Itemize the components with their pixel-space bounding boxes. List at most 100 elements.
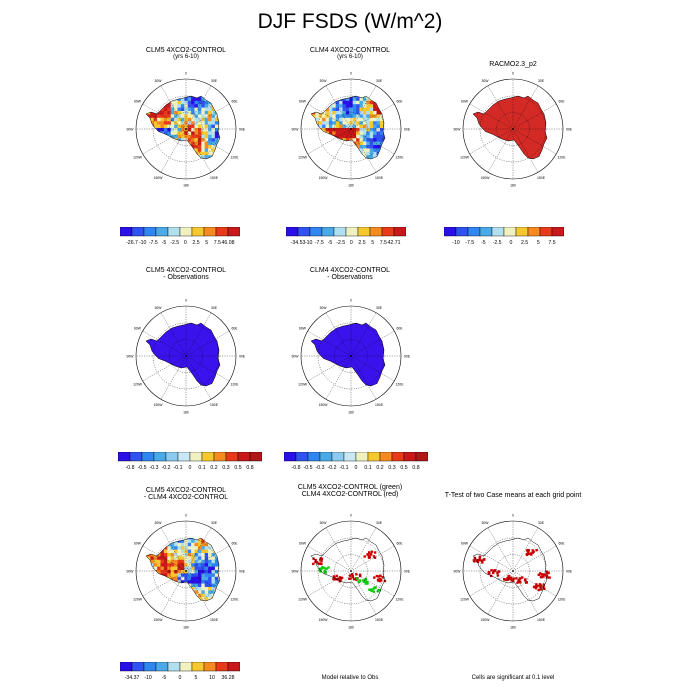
colorbar-tick-label: 0.8 <box>246 465 253 471</box>
longitude-label: 60E <box>231 326 238 330</box>
colorbar-tick-label: -7.5 <box>315 240 324 246</box>
colorbar-tick-label: -10 <box>305 240 313 246</box>
colorbar-tick-label: -0.2 <box>162 465 171 471</box>
colorbar-swatch <box>415 452 428 462</box>
colorbar-swatch <box>333 227 347 237</box>
colorbar-swatch <box>177 452 191 462</box>
title-line-2: - CLM4 4XCO2-CONTROL <box>143 494 229 501</box>
colorbar-swatch <box>118 452 131 462</box>
colorbar-swatch <box>444 227 457 237</box>
longitude-label: 30W <box>155 306 163 310</box>
longitude-label: 30W <box>155 521 163 525</box>
longitude-label: 90E <box>566 127 573 131</box>
colorbar-swatch <box>286 227 299 237</box>
colorbar-swatch <box>143 227 157 237</box>
longitude-label: 60E <box>558 541 565 545</box>
longitude-label: 150W <box>319 403 329 407</box>
title-line-2: CLM4 4XCO2-CONTROL (red) <box>301 491 399 498</box>
colorbar-svg: -26.7 -10 -7.5 -5 -2.5 0 2.5 5 7.5 46.08 <box>120 227 240 246</box>
longitude-label: 120W <box>133 155 143 159</box>
colorbar-swatch <box>201 452 215 462</box>
colorbar-swatch <box>167 662 181 672</box>
map-model-vs-obs: 0 30E 60E 90E 120E 150E 180 150W 120W 90W 60W 30W <box>290 510 412 632</box>
title-line-2: - Observations <box>163 274 209 281</box>
colorbar-swatch <box>225 452 239 462</box>
longitude-label: 150W <box>319 176 329 180</box>
longitude-label: 180 <box>183 625 189 629</box>
longitude-label: 150W <box>481 176 491 180</box>
colorbar-swatch <box>319 452 333 462</box>
colorbar-tick-label: -34.37 <box>125 675 140 681</box>
colorbar-swatch <box>503 227 517 237</box>
map-clm5-minus-control: 0 30E 60E 90E 120E 150E 180 150W 120W 90W 60W 30W <box>125 68 247 190</box>
colorbar-svg: -34.37 -10 -5 0 5 10 36.28 <box>120 662 240 681</box>
polar-map: 0 30E 60E 90E 120E 150E 180 150W 120W 90W 60W 30W <box>454 71 573 187</box>
colorbar-swatch <box>179 227 193 237</box>
longitude-label: 150E <box>210 618 219 622</box>
longitude-label: 120E <box>396 597 405 601</box>
longitude-label: 60E <box>396 326 403 330</box>
panel-title-model-vs-obs: CLM5 4XCO2-CONTROL (green) CLM4 4XCO2-CO… <box>275 484 425 498</box>
polar-map: 0 30E 60E 90E 120E 150E 180 150W 120W 90W 60W 30W <box>127 71 246 187</box>
longitude-label: 60W <box>461 541 469 545</box>
colorbar-swatch <box>284 452 297 462</box>
colorbar-tick-label: -5 <box>481 240 486 246</box>
longitude-label: 60E <box>558 99 565 103</box>
longitude-label: 60W <box>461 99 469 103</box>
title-line-1: CLM5 4XCO2-CONTROL (green) <box>297 484 403 491</box>
colorbar-swatch <box>227 662 240 672</box>
colorbar-swatch <box>379 452 393 462</box>
colorbar-tick-label: 46.08 <box>222 240 235 246</box>
longitude-label: 120W <box>133 382 143 386</box>
longitude-label: 60W <box>134 326 142 330</box>
colorbar-tick-label: 0 <box>355 465 358 471</box>
longitude-label: 30E <box>538 79 545 83</box>
longitude-label: 150W <box>154 618 164 622</box>
colorbar-tick-label: -0.3 <box>316 465 325 471</box>
colorbar-swatch <box>167 227 181 237</box>
panel-title-clm4-minus-control: CLM4 4XCO2-CONTROL (yrs 6-10) <box>275 47 425 61</box>
longitude-label: 60E <box>231 99 238 103</box>
colorbar-swatch <box>515 227 529 237</box>
longitude-label: 120E <box>231 597 240 601</box>
colorbar-tick-label: 2.5 <box>358 240 365 246</box>
longitude-label: 120E <box>396 382 405 386</box>
colorbar-swatch <box>131 662 145 672</box>
map-ttest: 0 30E 60E 90E 120E 150E 180 150W 120W 90W 60W 30W <box>452 510 574 632</box>
polar-map: 0 30E 60E 90E 120E 150E 180 150W 120W 90W 60W 30W <box>292 513 411 629</box>
longitude-label: 0 <box>185 71 187 75</box>
panel-title-clm5-minus-control: CLM5 4XCO2-CONTROL (yrs 6-10) <box>111 47 261 61</box>
polar-map: 0 30E 60E 90E 120E 150E 180 150W 120W 90W 60W 30W <box>292 71 411 187</box>
colorbar-tick-label: -26.7 <box>126 240 138 246</box>
longitude-label: 30W <box>320 79 328 83</box>
longitude-label: 180 <box>183 183 189 187</box>
colorbar-tick-label: 10 <box>209 675 215 681</box>
colorbar-tick-label: 2.5 <box>521 240 528 246</box>
colorbar-tick-label: 0.1 <box>364 465 371 471</box>
colorbar-swatch <box>309 227 323 237</box>
colorbar-tick-label: 0 <box>350 240 353 246</box>
map-racmo: 0 30E 60E 90E 120E 150E 180 150W 120W 90W 60W 30W <box>452 68 574 190</box>
colorbar-swatch <box>191 662 205 672</box>
longitude-label: 150W <box>481 618 491 622</box>
longitude-label: 120E <box>396 155 405 159</box>
colorbar-swatch <box>131 227 145 237</box>
figure-title: DJF FSDS (W/m^2) <box>257 10 443 33</box>
colorbar-swatch <box>391 452 405 462</box>
colorbar-swatch <box>321 227 335 237</box>
longitude-label: 0 <box>185 513 187 517</box>
colorbar-swatch <box>165 452 179 462</box>
title-line-1: CLM4 4XCO2-CONTROL <box>309 267 391 274</box>
longitude-label: 60W <box>134 99 142 103</box>
panel-title-ttest: T-Test of two Case means at each grid po… <box>438 492 588 499</box>
colorbar-tick-label: -34.53 <box>291 240 306 246</box>
colorbar-tick-label: 0 <box>179 675 182 681</box>
colorbar-swatch <box>551 227 564 237</box>
longitude-label: 120E <box>558 155 567 159</box>
longitude-label: 180 <box>510 183 516 187</box>
longitude-label: 120W <box>298 155 308 159</box>
longitude-label: 0 <box>512 71 514 75</box>
polar-map: 0 30E 60E 90E 120E 150E 180 150W 120W 90W 60W 30W <box>127 298 246 414</box>
colorbar-swatch <box>227 227 240 237</box>
longitude-label: 0 <box>512 513 514 517</box>
